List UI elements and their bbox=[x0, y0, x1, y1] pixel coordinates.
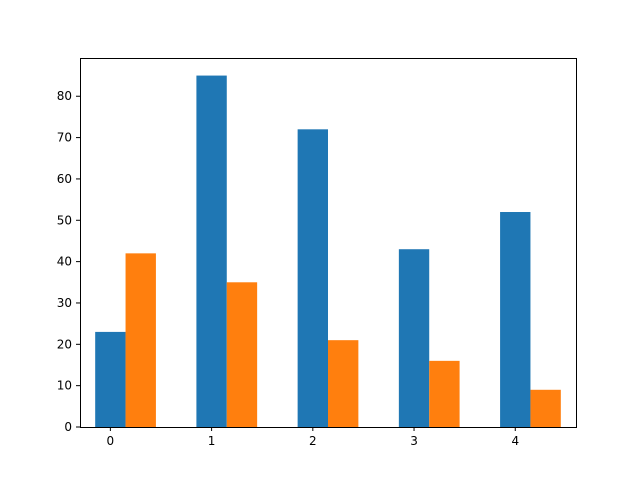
y-tick-label: 50 bbox=[57, 213, 72, 227]
bar-series-1-x-4 bbox=[500, 212, 531, 427]
bar-series-2-x-2 bbox=[328, 340, 359, 427]
y-tick-label: 0 bbox=[64, 420, 72, 434]
y-tick-label: 10 bbox=[57, 379, 72, 393]
y-tick-label: 30 bbox=[57, 296, 72, 310]
x-tick-label: 2 bbox=[309, 434, 317, 448]
bar-series-2-x-0 bbox=[125, 253, 156, 427]
bar-series-2-x-3 bbox=[429, 360, 460, 427]
y-tick-label: 40 bbox=[57, 255, 72, 269]
x-tick-label: 1 bbox=[208, 434, 216, 448]
plot-area-frame bbox=[80, 58, 577, 428]
x-tick-label: 4 bbox=[511, 434, 519, 448]
y-tick-label: 70 bbox=[57, 131, 72, 145]
bar-series-1-x-0 bbox=[95, 331, 126, 427]
x-tick-label: 3 bbox=[410, 434, 418, 448]
bar-series-2-x-4 bbox=[530, 389, 561, 427]
y-tick-label: 60 bbox=[57, 172, 72, 186]
bar-series-2-x-1 bbox=[226, 282, 258, 427]
bar-series-1-x-3 bbox=[398, 249, 430, 427]
bars-layer bbox=[95, 75, 561, 428]
y-tick-label: 80 bbox=[57, 89, 72, 103]
x-tick-label: 0 bbox=[107, 434, 115, 448]
y-tick-label: 20 bbox=[57, 337, 72, 351]
bar-series-1-x-2 bbox=[297, 129, 328, 427]
bar-series-1-x-1 bbox=[196, 75, 227, 428]
